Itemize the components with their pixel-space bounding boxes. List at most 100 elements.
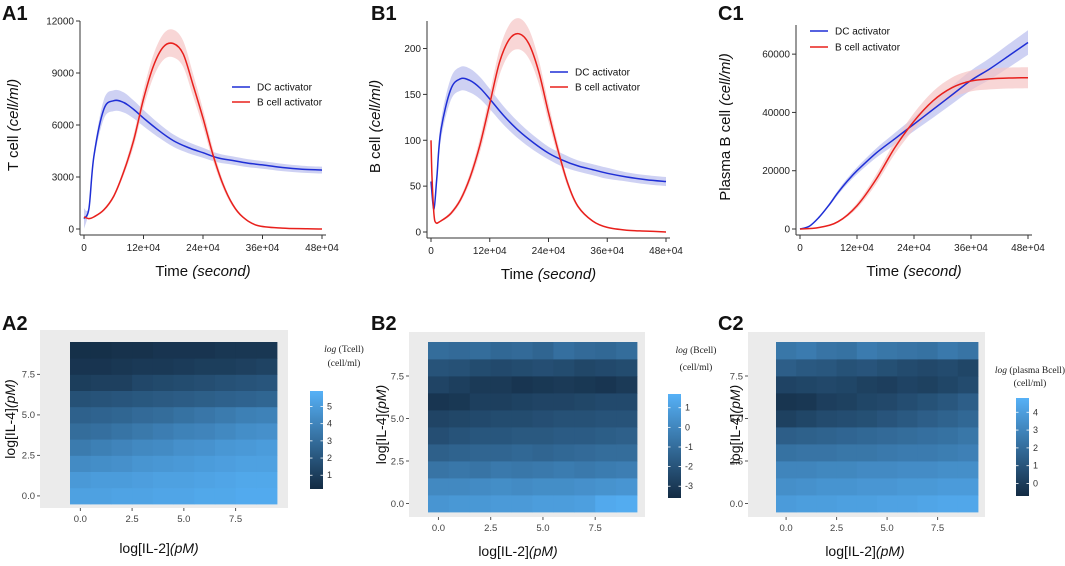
heatmap-cell	[90, 374, 112, 391]
heatmap-cell	[194, 439, 216, 456]
heatmap-cell	[776, 495, 797, 513]
heatmap-cell	[214, 342, 236, 359]
heatmap-cell	[448, 444, 471, 462]
x-tick-label: 48e+04	[649, 246, 683, 257]
x-axis-title-unit: (second)	[192, 263, 250, 280]
heatmap-cell	[877, 393, 898, 411]
heatmap-cell	[173, 471, 195, 489]
heatmap-cell	[173, 487, 195, 505]
x-tick-label: 12e+04	[473, 246, 507, 257]
heatmap-cell	[111, 342, 133, 359]
y-tick-label: 0	[784, 225, 790, 236]
heatmap-cell	[256, 406, 278, 424]
heatmap-cell	[816, 342, 837, 360]
heatmap-cell	[70, 439, 92, 456]
heatmap-cell	[173, 439, 195, 456]
heatmap-cell	[776, 444, 797, 462]
heatmap-cell	[173, 390, 195, 408]
heatmap-cell	[428, 495, 450, 513]
heatmap-cell	[957, 342, 979, 360]
heatmap-cell	[856, 461, 878, 479]
legend-label-dc-activator: DC activator	[257, 83, 313, 94]
heatmap-cell	[836, 495, 858, 513]
panel-c2: C20.0 2.5 5.0 7.50.02.55.07.5log[IL-2](pM)l…	[718, 313, 1065, 559]
legend-label-b-cell-activator: B cell activator	[257, 98, 323, 109]
heatmap-cell	[877, 342, 898, 360]
heatmap-cell	[796, 342, 817, 360]
heatmap-cell	[917, 461, 938, 479]
heatmap-cell	[469, 342, 492, 360]
y-tick-label: 20000	[762, 166, 790, 177]
heatmap-cell	[173, 406, 195, 424]
x-tick-label: 7.5	[229, 514, 242, 525]
x-axis-title-unit: (pM)	[529, 543, 558, 559]
heatmap-cell	[897, 427, 918, 445]
heatmap-cell	[132, 342, 154, 359]
heatmap-cell	[132, 390, 154, 408]
heatmap-cell	[490, 427, 512, 445]
heatmap-cell	[917, 393, 938, 411]
heatmap-cell	[595, 461, 617, 479]
heatmap-cell	[152, 487, 174, 505]
heatmap-cell	[511, 393, 533, 411]
heatmap-cell	[70, 423, 92, 440]
colorbar-title-unit: (cell/ml)	[680, 362, 713, 373]
heatmap-cell	[70, 390, 92, 408]
series-line-b-cell-activator	[83, 42, 323, 230]
heatmap-cell	[194, 374, 216, 391]
x-axis-title-unit: (second)	[538, 266, 596, 283]
heatmap-cell	[796, 410, 817, 428]
heatmap-cell	[917, 359, 938, 377]
heatmap-cell	[856, 359, 878, 377]
heatmap-cell	[796, 427, 817, 445]
heatmap-cell	[616, 495, 638, 513]
heatmap-cell	[132, 439, 154, 456]
heatmap-cell	[448, 393, 471, 411]
heatmap-cell	[574, 444, 596, 462]
heatmap-cell	[917, 495, 938, 513]
legend-label-dc-activator: DC activator	[835, 27, 891, 38]
heatmap-cell	[448, 495, 471, 513]
heatmap-cell	[937, 444, 959, 462]
y-tick-label: 40000	[762, 108, 790, 119]
heatmap-cell	[816, 359, 837, 377]
heatmap-cell	[616, 478, 638, 496]
heatmap-cell	[856, 444, 878, 462]
heatmap-cell	[957, 495, 979, 513]
heatmap-cell	[152, 374, 174, 391]
heatmap-cell	[469, 376, 492, 394]
heatmap-cell	[111, 423, 133, 440]
heatmap-cell	[937, 342, 959, 360]
heatmap-cell	[70, 455, 92, 472]
heatmap-cell	[235, 342, 257, 359]
y-axis-title-text: Plasma B cell	[717, 106, 734, 201]
heatmap-cell	[532, 444, 554, 462]
heatmap-cell	[428, 393, 450, 411]
heatmap-cell	[256, 471, 278, 489]
heatmap-cell	[957, 376, 979, 394]
heatmap-cell	[917, 427, 938, 445]
panel-label-a2: A2	[2, 313, 28, 335]
heatmap-cell	[553, 461, 575, 479]
colorbar-title-log: log	[995, 366, 1010, 376]
heatmap-cell	[511, 359, 533, 377]
heatmap-cell	[490, 495, 512, 513]
heatmap-cell	[957, 444, 979, 462]
x-tick-label: 7.5	[931, 523, 944, 534]
y-tick-label: 2.5	[22, 451, 35, 462]
panel-b1: B1 0 50 100 150 200 0 12e+04 24e+04 36e+04 48e+04 T…	[367, 3, 683, 283]
heatmap-cell	[256, 342, 278, 359]
heatmap-cell	[532, 478, 554, 496]
heatmap-cell	[111, 487, 133, 505]
y-axis-title-text: B cell	[367, 132, 384, 173]
heatmap-cell	[532, 427, 554, 445]
heatmap-cell	[194, 487, 216, 505]
heatmap-cell	[796, 359, 817, 377]
heatmap-cell	[776, 342, 797, 360]
panel-b2: B20.0 2.5 5.0 7.50.02.55.07.5log[IL-2](pM)l…	[371, 313, 716, 559]
heatmap-cell	[90, 423, 112, 440]
heatmap-cell	[836, 342, 858, 360]
y-tick-label: 2.5	[730, 456, 743, 467]
heatmap-cell	[816, 461, 837, 479]
heatmap-cell	[469, 427, 492, 445]
